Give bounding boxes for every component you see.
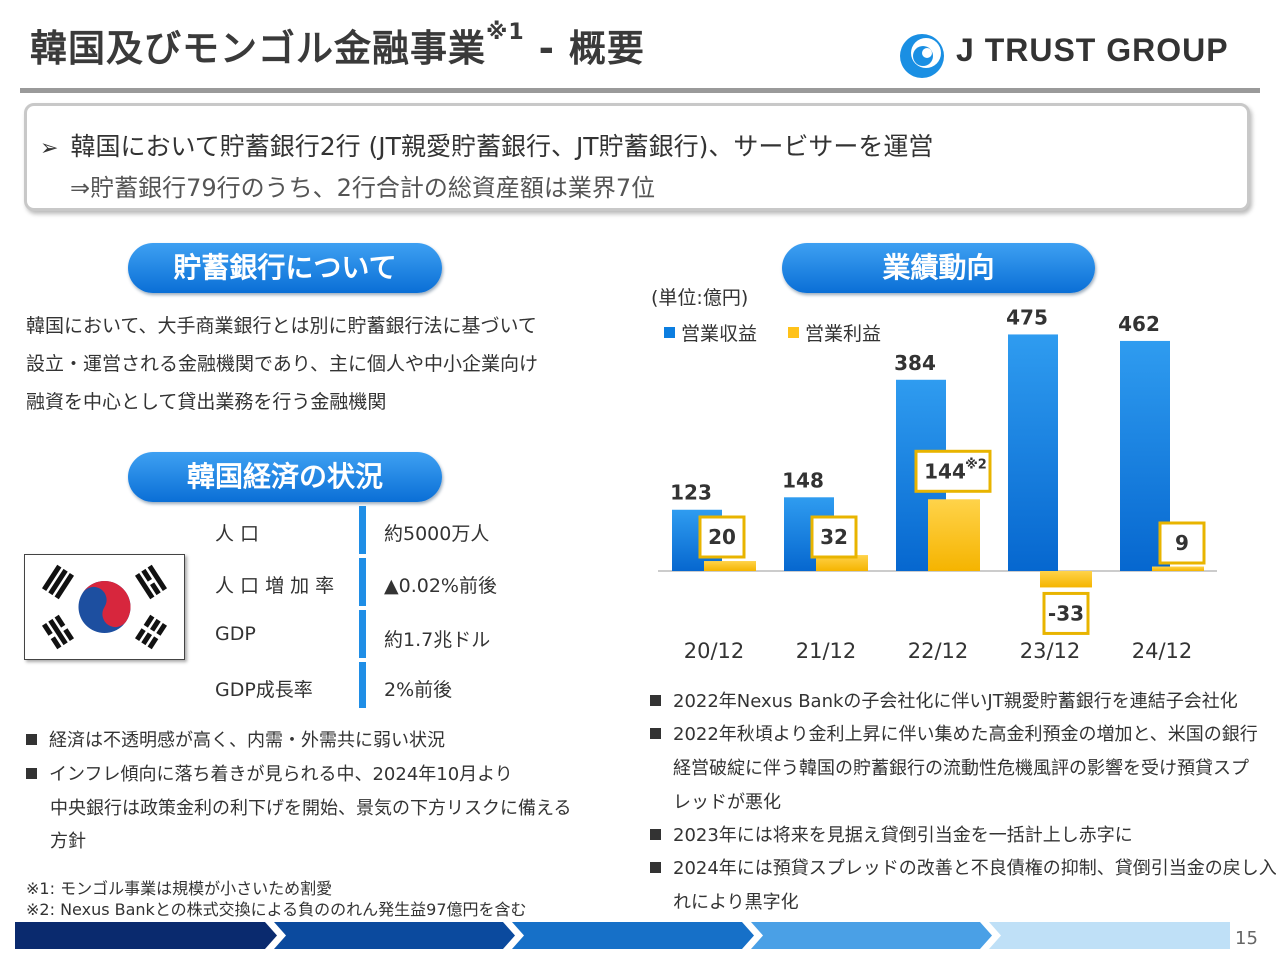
square-bullet-icon bbox=[650, 694, 661, 706]
chart-unit-label: (単位:億円) bbox=[651, 287, 749, 309]
footer-segment bbox=[512, 922, 754, 949]
stat-label-gdp: GDP bbox=[215, 623, 256, 645]
savings-bank-text-1: 韓国において、大手商業銀行とは別に貯蓄銀行法に基づいて bbox=[26, 315, 537, 337]
performance-bullet-2-cont: レッドが悪化 bbox=[673, 792, 781, 813]
square-bullet-icon bbox=[26, 767, 37, 779]
performance-heading: 業績動向 bbox=[782, 243, 1095, 293]
stat-label-gdp-growth: GDP成長率 bbox=[215, 679, 313, 701]
operating-profit-data-label: 20 bbox=[708, 525, 736, 549]
square-bullet-icon bbox=[650, 727, 661, 739]
south-korea-flag-icon bbox=[24, 554, 185, 660]
revenue-data-label: 462 bbox=[1118, 312, 1160, 336]
savings-bank-text-2: 設立・運営される金融機関であり、主に個人や中小企業向け bbox=[26, 353, 539, 375]
stat-value-gdp-growth: 2%前後 bbox=[384, 679, 453, 701]
revenue-bar bbox=[1008, 334, 1058, 571]
category-tick-label: 20/12 bbox=[684, 639, 745, 663]
stat-label-population: 人 口 bbox=[215, 523, 260, 545]
operating-profit-data-label: 144 bbox=[924, 459, 966, 483]
operating-profit-bar bbox=[1152, 566, 1204, 571]
operating-profit-label-box bbox=[810, 515, 858, 559]
footer-segment bbox=[751, 922, 992, 949]
operating-profit-data-label: -33 bbox=[1048, 601, 1084, 625]
stat-divider bbox=[359, 506, 366, 554]
stat-value-population: 約5000万人 bbox=[384, 523, 490, 545]
economy-bullet-2: インフレ傾向に落ち着きが見られる中、2024年10月より bbox=[26, 760, 513, 786]
performance-bullet-2: 2022年秋頃より金利上昇に伴い集めた高金利預金の増加と、米国の銀行 bbox=[650, 720, 1258, 746]
footnote-2: ※2: Nexus Bankとの株式交換による負ののれん発生益97億円を含む bbox=[26, 900, 527, 919]
stat-divider bbox=[359, 610, 366, 658]
summary-box bbox=[24, 103, 1250, 211]
economy-bullet-2-cont: 方針 bbox=[50, 831, 86, 852]
stat-label-population-growth: 人 口 増 加 率 bbox=[215, 575, 335, 597]
page-title: 韓国及びモンゴル金融事業※1 - 概要 bbox=[30, 20, 645, 70]
operating-profit-data-label: 32 bbox=[820, 525, 848, 549]
summary-line-2: ⇒貯蓄銀行79行のうち、2行合計の総資産額は業界7位 bbox=[70, 174, 656, 202]
page-number: 15 bbox=[1235, 928, 1258, 949]
operating-profit-label-box bbox=[914, 449, 992, 493]
stat-divider bbox=[359, 558, 366, 606]
revenue-data-label: 123 bbox=[670, 481, 712, 505]
category-tick-label: 24/12 bbox=[1132, 639, 1193, 663]
performance-bullet-3: 2023年には将来を見据え貸倒引当金を一括計上し赤字に bbox=[650, 821, 1133, 847]
operating-profit-bar bbox=[928, 499, 980, 571]
operating-profit-bar bbox=[1040, 571, 1092, 588]
economy-bullet-1: 経済は不透明感が高く、内需・外需共に弱い状況 bbox=[26, 726, 445, 752]
economy-heading: 韓国経済の状況 bbox=[128, 452, 442, 502]
legend-revenue: 営業収益 bbox=[664, 319, 757, 346]
footnote-1: ※1: モンゴル事業は規模が小さいため割愛 bbox=[26, 879, 333, 898]
savings-bank-heading: 貯蓄銀行について bbox=[128, 243, 442, 293]
category-tick-label: 22/12 bbox=[908, 639, 969, 663]
footnote-marker: ※2 bbox=[965, 457, 987, 472]
stat-value-gdp: 約1.7兆ドル bbox=[384, 629, 491, 651]
performance-bar-chart: 123 20 20/12 148 32 21/12 384 144 ※2 22/12 475 -33 2… bbox=[658, 305, 1217, 663]
economy-bullet-2-cont: 中央銀行は政策金利の利下げを開始、景気の下方リスクに備える bbox=[50, 798, 572, 819]
summary-line-1: ➢ 韓国において貯蓄銀行2行 (JT親愛貯蓄銀行、JT貯蓄銀行)、サービサーを運営 bbox=[40, 132, 934, 161]
operating-profit-bar bbox=[816, 555, 868, 571]
operating-profit-bar bbox=[704, 561, 756, 571]
legend-swatch bbox=[664, 327, 675, 338]
footer-segment bbox=[15, 922, 277, 949]
revenue-data-label: 384 bbox=[894, 351, 936, 375]
footer-segment bbox=[274, 922, 515, 949]
jtrust-swirl-icon bbox=[900, 34, 944, 78]
category-tick-label: 21/12 bbox=[796, 639, 857, 663]
operating-profit-label-box bbox=[1158, 521, 1206, 565]
title-divider bbox=[20, 88, 1260, 93]
performance-bullet-4-cont: れにより黒字化 bbox=[673, 892, 799, 913]
footer-chevron-bar bbox=[15, 922, 1230, 949]
arrow-bullet-icon: ➢ bbox=[40, 136, 59, 161]
performance-bullet-4: 2024年には預貸スプレッドの改善と不良債権の抑制、貸倒引当金の戻し入 bbox=[650, 854, 1277, 880]
savings-bank-text-3: 融資を中心として貸出業務を行う金融機関 bbox=[26, 391, 387, 413]
legend-operating-profit: 営業利益 bbox=[788, 319, 881, 346]
logo-text: J TRUST GROUP bbox=[956, 32, 1229, 68]
revenue-data-label: 148 bbox=[782, 468, 824, 492]
performance-bullet-1: 2022年Nexus Bankの子会社化に伴いJT親愛貯蓄銀行を連結子会社化 bbox=[650, 687, 1238, 713]
company-logo: J TRUST GROUP bbox=[896, 30, 1266, 80]
square-bullet-icon bbox=[26, 733, 37, 745]
operating-profit-label-box bbox=[698, 515, 746, 559]
footer-segment bbox=[989, 922, 1230, 949]
performance-bullet-2-cont: 経営破綻に伴う韓国の貯蓄銀行の流動性危機風評の影響を受け預貸スプ bbox=[673, 758, 1249, 779]
square-bullet-icon bbox=[650, 828, 661, 840]
revenue-data-label: 475 bbox=[1006, 305, 1048, 329]
square-bullet-icon bbox=[650, 861, 661, 873]
stat-value-population-growth: ▲0.02%前後 bbox=[384, 575, 497, 597]
legend-swatch bbox=[788, 327, 799, 338]
operating-profit-label-box bbox=[1042, 591, 1090, 635]
category-tick-label: 23/12 bbox=[1020, 639, 1081, 663]
stat-divider bbox=[359, 662, 366, 708]
operating-profit-data-label: 9 bbox=[1175, 531, 1189, 555]
